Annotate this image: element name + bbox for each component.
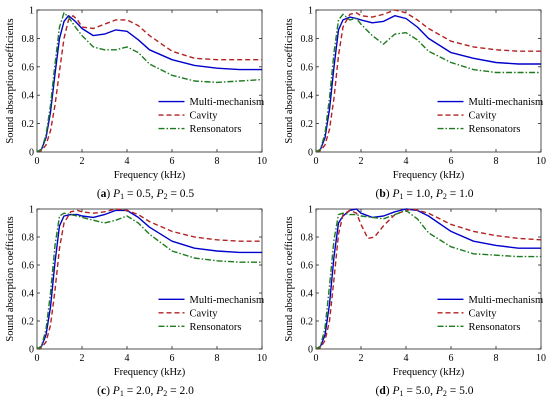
x-tick-label: 0 <box>35 156 40 167</box>
x-tick-label: 6 <box>170 156 175 167</box>
series-line-rensonators <box>315 13 541 153</box>
series-line-multi-mechanism <box>36 209 262 350</box>
y-tick-label: 0.8 <box>301 233 314 244</box>
y-tick-label: 0.4 <box>22 289 35 300</box>
chart-panel-b: 0 2 4 6 8 10 0 0.2 0.4 0.6 0.8 1 Frequency (kHz) Soun… <box>284 6 546 202</box>
y-tick-label: 0.2 <box>301 119 314 130</box>
x-tick-label: 8 <box>494 156 499 167</box>
chart-panel-d: 0 2 4 6 8 10 0 0.2 0.4 0.6 0.8 1 Frequency (kHz) Soun… <box>284 205 546 399</box>
legend-label: Cavity <box>469 111 498 122</box>
series-line-multi-mechanism <box>36 14 262 153</box>
series-line-rensonators <box>315 209 541 350</box>
y-tick-label: 0.4 <box>301 91 314 102</box>
legend-label: Multi-mechanism <box>469 97 544 108</box>
y-tick-label: 0.4 <box>301 289 314 300</box>
x-tick-label: 0 <box>314 156 319 167</box>
legend-label: Rensonators <box>469 322 521 333</box>
legend-label: Rensonators <box>190 124 242 135</box>
y-tick-label: 0 <box>29 345 34 356</box>
x-tick-label: 6 <box>449 156 454 167</box>
plot-frame <box>315 208 542 350</box>
y-tick-label: 1 <box>308 6 313 17</box>
x-tick-label: 4 <box>125 353 130 364</box>
y-tick-label: 0.2 <box>22 317 35 328</box>
panel-caption: (b) P1 = 1.0, P2 = 1.0 <box>375 188 473 201</box>
x-tick-label: 4 <box>125 156 130 167</box>
x-tick-label: 0 <box>35 353 40 364</box>
legend-label: Rensonators <box>190 322 242 333</box>
x-tick-label: 8 <box>215 353 220 364</box>
x-tick-label: 8 <box>215 156 220 167</box>
series-line-cavity <box>315 9 541 153</box>
y-tick-label: 0 <box>308 148 313 159</box>
y-axis-label: Sound absorption coefficients <box>5 216 16 341</box>
legend-label: Cavity <box>469 308 498 319</box>
plot-frame <box>36 9 263 153</box>
series-line-rensonators <box>36 212 262 350</box>
series-line-cavity <box>315 208 542 350</box>
y-tick-label: 0.2 <box>301 317 314 328</box>
y-axis-label: Sound absorption coefficients <box>5 18 16 143</box>
series-line-cavity <box>36 208 262 350</box>
panel-caption: (a) P1 = 0.5, P2 = 0.5 <box>97 188 195 201</box>
x-axis-label: Frequency (kHz) <box>114 367 186 378</box>
y-axis-label: Sound absorption coefficients <box>284 216 295 341</box>
y-tick-label: 0.4 <box>22 91 35 102</box>
x-tick-label: 2 <box>359 156 364 167</box>
chart-panel-a: 0 2 4 6 8 10 0 0.2 0.4 0.6 0.8 1 Frequency (kHz) Soun… <box>5 6 267 202</box>
legend-label: Cavity <box>190 111 219 122</box>
series-line-multi-mechanism <box>315 14 541 153</box>
x-tick-label: 4 <box>404 156 409 167</box>
series-line-cavity <box>36 14 262 153</box>
chart-panel-c: 0 2 4 6 8 10 0 0.2 0.4 0.6 0.8 1 Frequency (kHz) Soun… <box>5 205 267 399</box>
x-tick-label: 10 <box>536 353 546 364</box>
plot-frame <box>315 9 542 153</box>
y-tick-label: 1 <box>29 6 34 17</box>
y-tick-label: 0.8 <box>301 34 314 45</box>
x-tick-label: 10 <box>257 156 267 167</box>
y-tick-label: 0.2 <box>22 119 35 130</box>
x-tick-label: 0 <box>314 353 319 364</box>
y-tick-label: 1 <box>29 205 34 216</box>
y-tick-label: 0.6 <box>22 261 35 272</box>
y-tick-label: 0.8 <box>22 233 35 244</box>
series-line-rensonators <box>36 12 263 153</box>
y-tick-label: 0.6 <box>301 62 314 73</box>
x-axis-label: Frequency (kHz) <box>393 367 465 378</box>
x-tick-label: 8 <box>494 353 499 364</box>
legend-label: Multi-mechanism <box>190 295 265 306</box>
x-axis-label: Frequency (kHz) <box>393 170 465 181</box>
x-tick-label: 2 <box>80 353 85 364</box>
y-tick-label: 0.6 <box>22 62 35 73</box>
legend-label: Cavity <box>190 308 219 319</box>
y-tick-label: 0.8 <box>22 34 35 45</box>
legend-label: Multi-mechanism <box>469 295 544 306</box>
x-axis-label: Frequency (kHz) <box>114 170 186 181</box>
x-tick-label: 4 <box>404 353 409 364</box>
x-tick-label: 2 <box>80 156 85 167</box>
panel-caption: (c) P1 = 2.0, P2 = 2.0 <box>97 385 194 398</box>
y-axis-label: Sound absorption coefficients <box>284 18 295 143</box>
plot-frame <box>36 208 263 350</box>
x-tick-label: 2 <box>359 353 364 364</box>
y-tick-label: 0.6 <box>301 261 314 272</box>
x-tick-label: 10 <box>536 156 546 167</box>
legend-label: Multi-mechanism <box>190 97 265 108</box>
y-tick-label: 1 <box>308 205 313 216</box>
x-tick-label: 6 <box>170 353 175 364</box>
x-tick-label: 10 <box>257 353 267 364</box>
legend-label: Rensonators <box>469 124 521 135</box>
y-tick-label: 0 <box>29 148 34 159</box>
y-tick-label: 0 <box>308 345 313 356</box>
x-tick-label: 6 <box>449 353 454 364</box>
panel-caption: (d) P1 = 5.0, P2 = 5.0 <box>375 385 473 398</box>
